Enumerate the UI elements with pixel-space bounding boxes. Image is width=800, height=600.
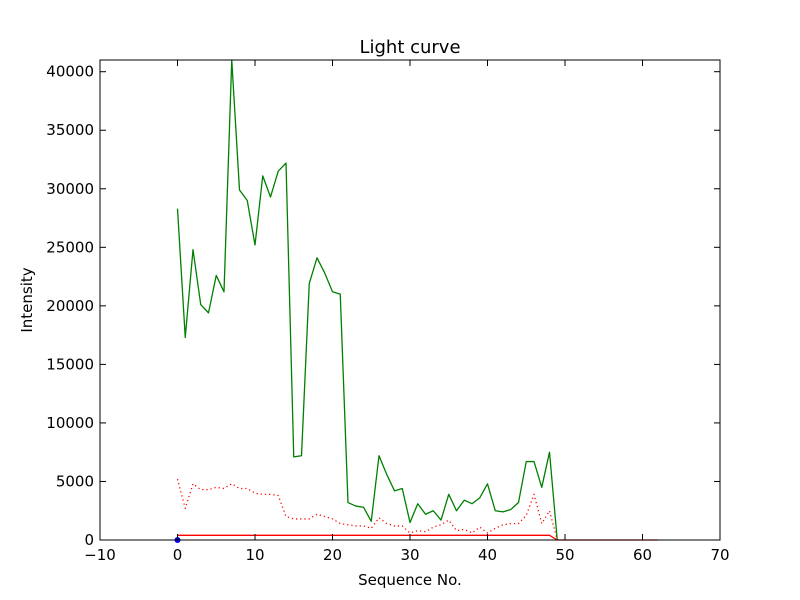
y-tick-label: 35000 <box>46 121 94 139</box>
y-tick-label: 25000 <box>46 238 94 256</box>
series-0-line <box>176 59 558 541</box>
y-tick-label: 0 <box>84 531 94 549</box>
y-axis-label: Intensity <box>18 267 36 332</box>
x-tick-label: 0 <box>173 546 183 564</box>
x-tick-label: 30 <box>400 546 419 564</box>
chart-title: Light curve <box>359 37 460 58</box>
y-tick-label: 10000 <box>46 414 94 432</box>
y-tick-label: 20000 <box>46 297 94 315</box>
y-tick-label: 15000 <box>46 355 94 373</box>
x-tick-label: 20 <box>323 546 342 564</box>
x-tick-label: 70 <box>710 546 729 564</box>
y-tick-label: 5000 <box>56 472 94 490</box>
y-axis: 0 5000 10000 15000 20000 25000 30000 35000 40000 <box>46 63 720 549</box>
x-tick-label: 10 <box>245 546 264 564</box>
x-tick-label: −10 <box>84 546 116 564</box>
x-tick-label: 60 <box>633 546 652 564</box>
x-tick-label: 40 <box>478 546 497 564</box>
y-tick-label: 30000 <box>46 180 94 198</box>
x-axis-label: Sequence No. <box>358 571 462 589</box>
x-axis: −10 0 10 20 30 40 50 60 70 <box>84 60 730 564</box>
x-tick-label: 50 <box>555 546 574 564</box>
y-tick-label: 40000 <box>46 63 94 81</box>
